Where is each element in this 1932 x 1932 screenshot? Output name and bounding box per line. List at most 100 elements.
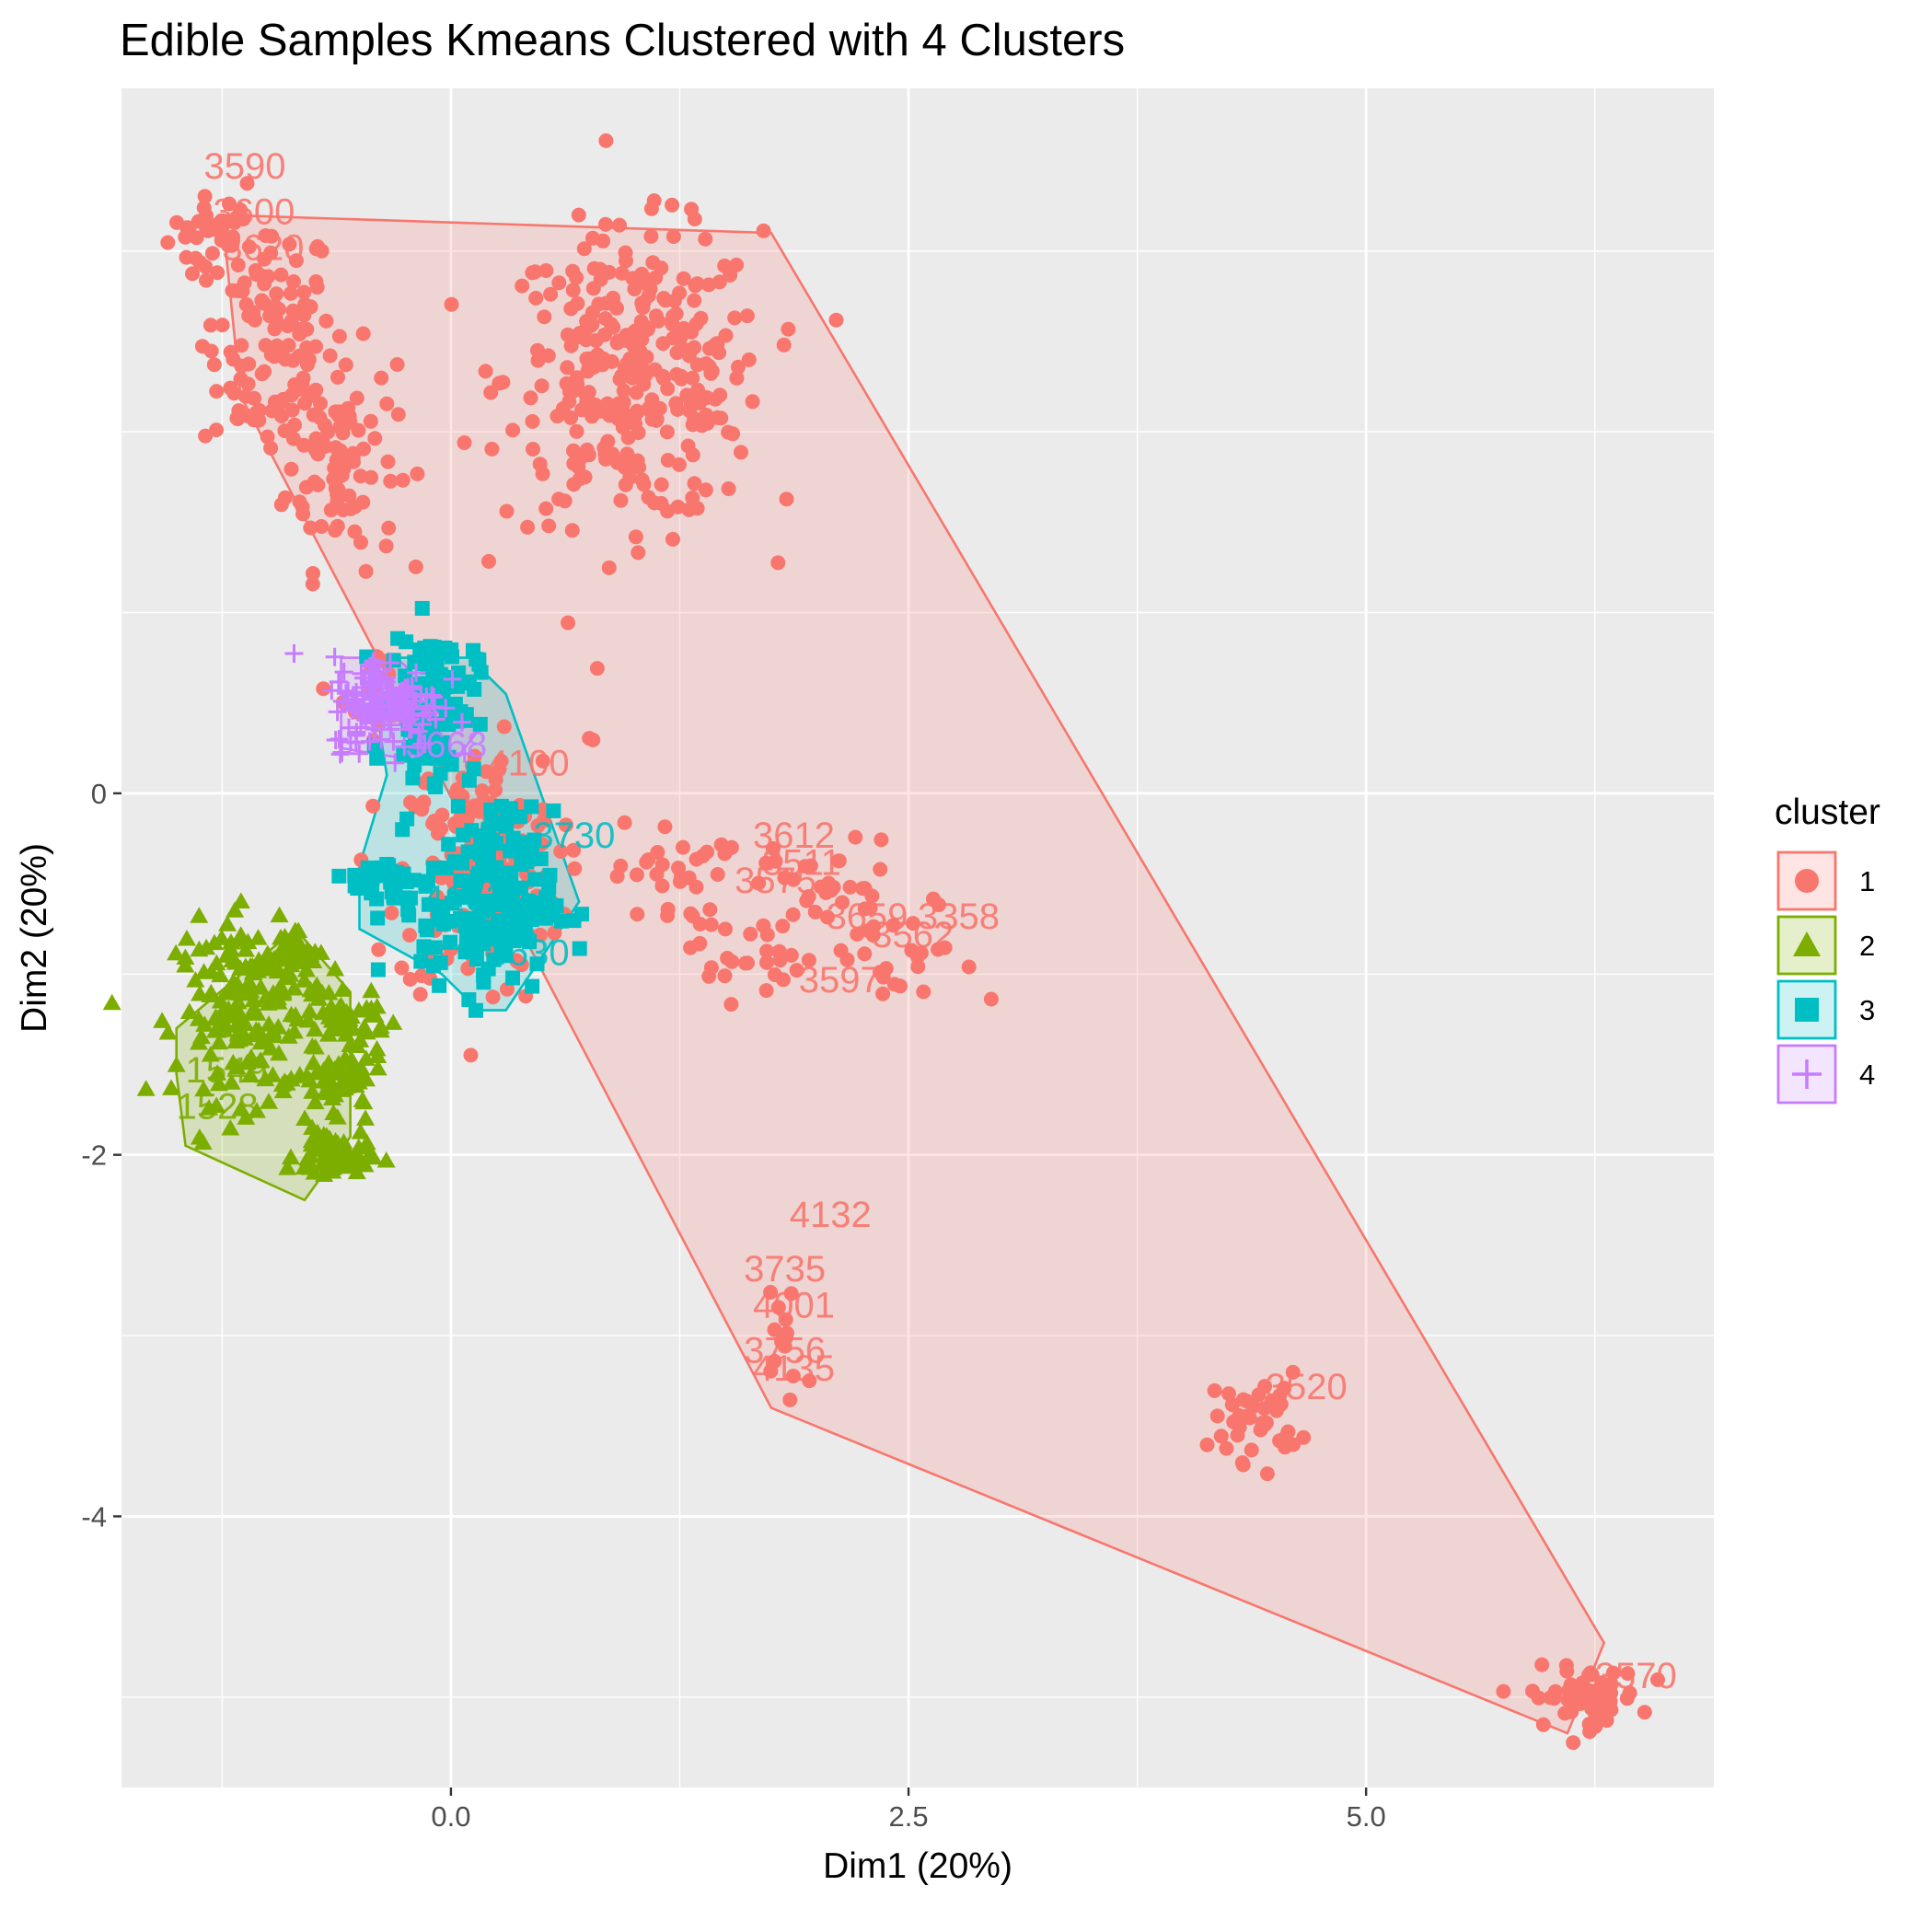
x-tick-label: 5.0 [1347,1800,1386,1833]
point-cluster-1 [916,984,931,1000]
point-cluster-1 [371,942,387,957]
point-cluster-1 [886,977,902,992]
point-cluster-1 [772,953,788,968]
point-cluster-1 [1584,1667,1600,1683]
point-cluster-1 [688,879,704,895]
point-label: 3511 [762,842,841,883]
point-cluster-1 [703,917,719,932]
point-cluster-1 [665,229,681,244]
point-cluster-2 [303,1037,322,1054]
point-cluster-2 [226,1001,246,1018]
point-cluster-1 [593,261,608,277]
point-cluster-1 [1213,1429,1229,1444]
point-cluster-3 [453,873,469,888]
point-cluster-1 [630,907,645,922]
point-cluster-3 [421,897,436,912]
point-cluster-1 [571,207,586,223]
point-cluster-1 [563,301,579,317]
point-cluster-1 [628,529,643,545]
point-cluster-2 [190,907,209,923]
legend: cluster 1 2 3 4 [1775,792,1880,1105]
point-cluster-2 [176,948,195,966]
point-cluster-1 [402,928,417,943]
point-cluster-2 [251,1033,271,1050]
point-cluster-3 [526,832,542,848]
point-cluster-1 [389,357,405,372]
point-cluster-1 [660,381,676,397]
point-cluster-4 [443,669,462,688]
point-cluster-2 [306,1020,325,1037]
point-cluster-1 [374,370,389,386]
point-cluster-2 [190,940,209,957]
point-cluster-1 [632,344,648,360]
point-cluster-3 [472,716,488,732]
point-cluster-1 [723,997,739,1012]
point-cluster-2 [247,1021,266,1037]
point-cluster-3 [466,882,481,897]
point-cluster-1 [634,331,650,347]
point-cluster-4 [416,697,435,716]
point-cluster-3 [505,970,521,986]
point-cluster-1 [267,321,283,337]
point-cluster-4 [415,734,434,753]
point-cluster-1 [258,338,273,353]
point-cluster-2 [177,930,196,946]
point-cluster-4 [363,662,382,681]
point-cluster-1 [241,239,257,255]
point-cluster-2 [228,992,248,1010]
point-cluster-1 [525,413,540,429]
point-cluster-2 [210,1033,229,1050]
point-cluster-1 [288,253,304,269]
point-cluster-1 [781,321,796,337]
point-cluster-2 [218,915,237,931]
point-cluster-3 [542,867,558,883]
point-cluster-1 [659,424,675,440]
point-cluster-1 [296,437,312,453]
point-cluster-4 [455,744,474,763]
point-cluster-2 [306,1093,325,1110]
point-cluster-3 [524,799,539,815]
point-cluster-3 [533,851,549,867]
point-cluster-1 [660,453,676,468]
point-cluster-1 [665,531,680,547]
point-cluster-1 [1557,1706,1573,1721]
point-cluster-1 [647,362,663,377]
point-cluster-4 [407,663,426,682]
point-cluster-1 [873,862,888,877]
point-cluster-1 [641,490,656,505]
point-cluster-2 [249,951,269,967]
point-cluster-1 [875,986,891,1001]
point-cluster-3 [527,872,543,887]
point-cluster-3 [432,978,447,993]
point-cluster-3 [450,798,466,814]
point-cluster-1 [739,308,755,324]
point-cluster-1 [598,133,614,148]
point-cluster-1 [698,482,713,498]
point-cluster-1 [687,293,702,308]
point-label: 3612 [753,816,835,856]
point-cluster-1 [842,879,858,895]
point-cluster-1 [644,411,660,427]
point-cluster-2 [368,1059,388,1076]
point-cluster-2 [331,1015,351,1033]
point-cluster-1 [660,908,676,923]
point-cluster-3 [572,941,587,956]
point-cluster-1 [530,818,546,833]
point-cluster-3 [370,910,386,926]
point-cluster-1 [564,523,580,538]
point-cluster-1 [873,832,889,848]
point-cluster-1 [566,383,582,399]
point-label: 3358 [918,897,1000,937]
point-cluster-1 [538,501,554,516]
point-cluster-4 [401,720,421,739]
point-label: 3570 [1595,1656,1677,1696]
point-cluster-2 [167,1056,186,1072]
point-cluster-3 [514,909,529,925]
point-cluster-1 [253,268,269,283]
point-cluster-4 [422,686,442,705]
point-cluster-1 [222,196,237,212]
point-cluster-1 [310,446,326,462]
point-cluster-1 [688,851,704,867]
point-cluster-1 [340,405,355,421]
